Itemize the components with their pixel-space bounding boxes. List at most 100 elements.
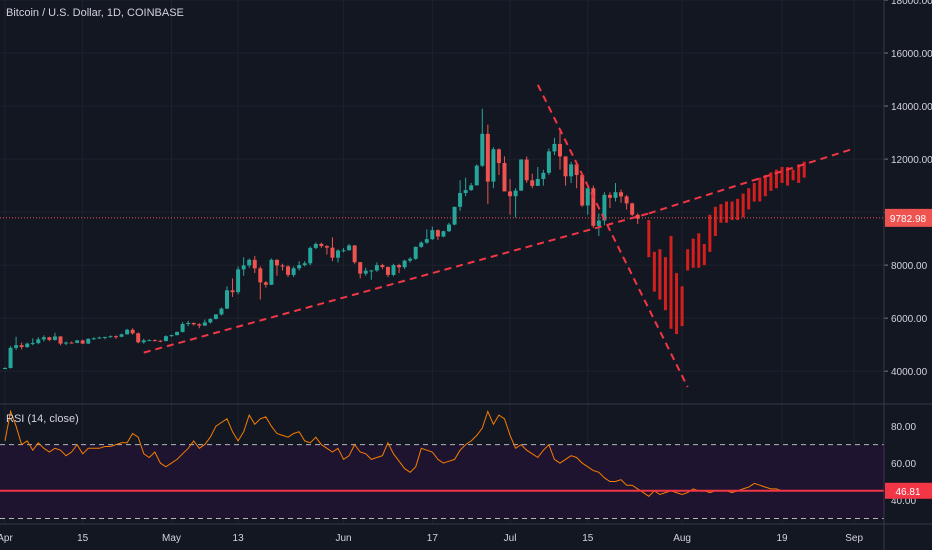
- candle[interactable]: [419, 242, 424, 247]
- candle[interactable]: [508, 191, 513, 197]
- candle[interactable]: [496, 149, 501, 164]
- candle[interactable]: [619, 192, 624, 197]
- candle[interactable]: [191, 322, 196, 325]
- candle[interactable]: [58, 336, 63, 344]
- candle[interactable]: [363, 270, 368, 274]
- candle[interactable]: [469, 185, 474, 191]
- candle[interactable]: [36, 339, 41, 344]
- candle[interactable]: [114, 336, 118, 338]
- candle[interactable]: [86, 338, 91, 344]
- candle[interactable]: [308, 247, 313, 264]
- candle[interactable]: [541, 172, 546, 179]
- candle[interactable]: [14, 345, 19, 348]
- candle[interactable]: [297, 265, 302, 269]
- candle[interactable]: [530, 180, 535, 186]
- candle[interactable]: [286, 266, 291, 275]
- candle[interactable]: [624, 196, 629, 204]
- candle[interactable]: [574, 164, 579, 175]
- candle[interactable]: [180, 323, 185, 332]
- candle[interactable]: [330, 247, 335, 258]
- candle[interactable]: [341, 250, 346, 252]
- candle[interactable]: [102, 336, 107, 338]
- candle[interactable]: [19, 345, 24, 348]
- candle[interactable]: [602, 194, 607, 221]
- candle[interactable]: [397, 265, 402, 268]
- candle[interactable]: [313, 243, 318, 248]
- candle[interactable]: [69, 342, 74, 344]
- candle[interactable]: [119, 334, 124, 337]
- candle[interactable]: [64, 342, 69, 344]
- candle[interactable]: [47, 337, 52, 340]
- candle[interactable]: [458, 193, 463, 207]
- candle[interactable]: [596, 220, 601, 226]
- candle[interactable]: [569, 164, 574, 177]
- candle[interactable]: [208, 318, 213, 323]
- candle[interactable]: [274, 259, 279, 266]
- candle[interactable]: [324, 246, 329, 248]
- candle[interactable]: [141, 340, 146, 343]
- candle[interactable]: [91, 338, 96, 340]
- candle[interactable]: [607, 194, 612, 198]
- candle[interactable]: [80, 340, 85, 344]
- candle[interactable]: [613, 192, 618, 198]
- candle[interactable]: [352, 245, 357, 263]
- candle[interactable]: [430, 230, 435, 240]
- candle[interactable]: [41, 337, 46, 340]
- candle[interactable]: [480, 133, 485, 166]
- candle[interactable]: [230, 290, 235, 293]
- candle[interactable]: [302, 263, 307, 266]
- candle[interactable]: [435, 230, 440, 237]
- candle[interactable]: [186, 322, 191, 324]
- candle[interactable]: [125, 329, 130, 335]
- candle[interactable]: [385, 266, 390, 275]
- candle[interactable]: [336, 250, 340, 258]
- rsi-line[interactable]: [4, 409, 783, 497]
- candle[interactable]: [280, 265, 285, 267]
- candle[interactable]: [213, 314, 218, 319]
- candle[interactable]: [241, 265, 246, 270]
- candle[interactable]: [635, 214, 640, 219]
- candle[interactable]: [169, 335, 174, 337]
- candle[interactable]: [130, 329, 135, 334]
- candle[interactable]: [319, 243, 324, 247]
- candle[interactable]: [52, 336, 57, 340]
- candle[interactable]: [441, 231, 446, 237]
- candle[interactable]: [136, 333, 141, 343]
- candle[interactable]: [424, 239, 429, 243]
- candle[interactable]: [369, 270, 374, 272]
- candle[interactable]: [263, 282, 268, 285]
- candle[interactable]: [163, 336, 168, 341]
- candle[interactable]: [291, 268, 296, 275]
- candle[interactable]: [513, 190, 518, 197]
- candle[interactable]: [252, 259, 257, 269]
- candle[interactable]: [408, 258, 413, 261]
- trend-line[interactable]: [536, 84, 689, 388]
- candle[interactable]: [502, 163, 507, 192]
- candle[interactable]: [219, 308, 224, 315]
- candle[interactable]: [447, 224, 451, 232]
- trend-line[interactable]: [143, 212, 650, 354]
- candle[interactable]: [175, 331, 180, 336]
- candle[interactable]: [75, 340, 80, 343]
- candle[interactable]: [558, 143, 562, 157]
- candle[interactable]: [147, 340, 152, 342]
- candle[interactable]: [413, 246, 418, 259]
- candle[interactable]: [563, 156, 568, 177]
- candle[interactable]: [485, 133, 490, 182]
- candle[interactable]: [202, 322, 207, 326]
- candle[interactable]: [452, 206, 457, 225]
- candle[interactable]: [25, 343, 30, 348]
- candle[interactable]: [474, 165, 479, 186]
- candle[interactable]: [158, 340, 163, 342]
- candle[interactable]: [546, 151, 551, 173]
- candle[interactable]: [402, 260, 407, 268]
- candle[interactable]: [8, 347, 13, 369]
- candle[interactable]: [247, 259, 252, 266]
- candle[interactable]: [197, 324, 202, 326]
- candle[interactable]: [358, 262, 363, 274]
- candle[interactable]: [391, 265, 396, 275]
- candle[interactable]: [258, 268, 263, 283]
- candle[interactable]: [269, 259, 274, 285]
